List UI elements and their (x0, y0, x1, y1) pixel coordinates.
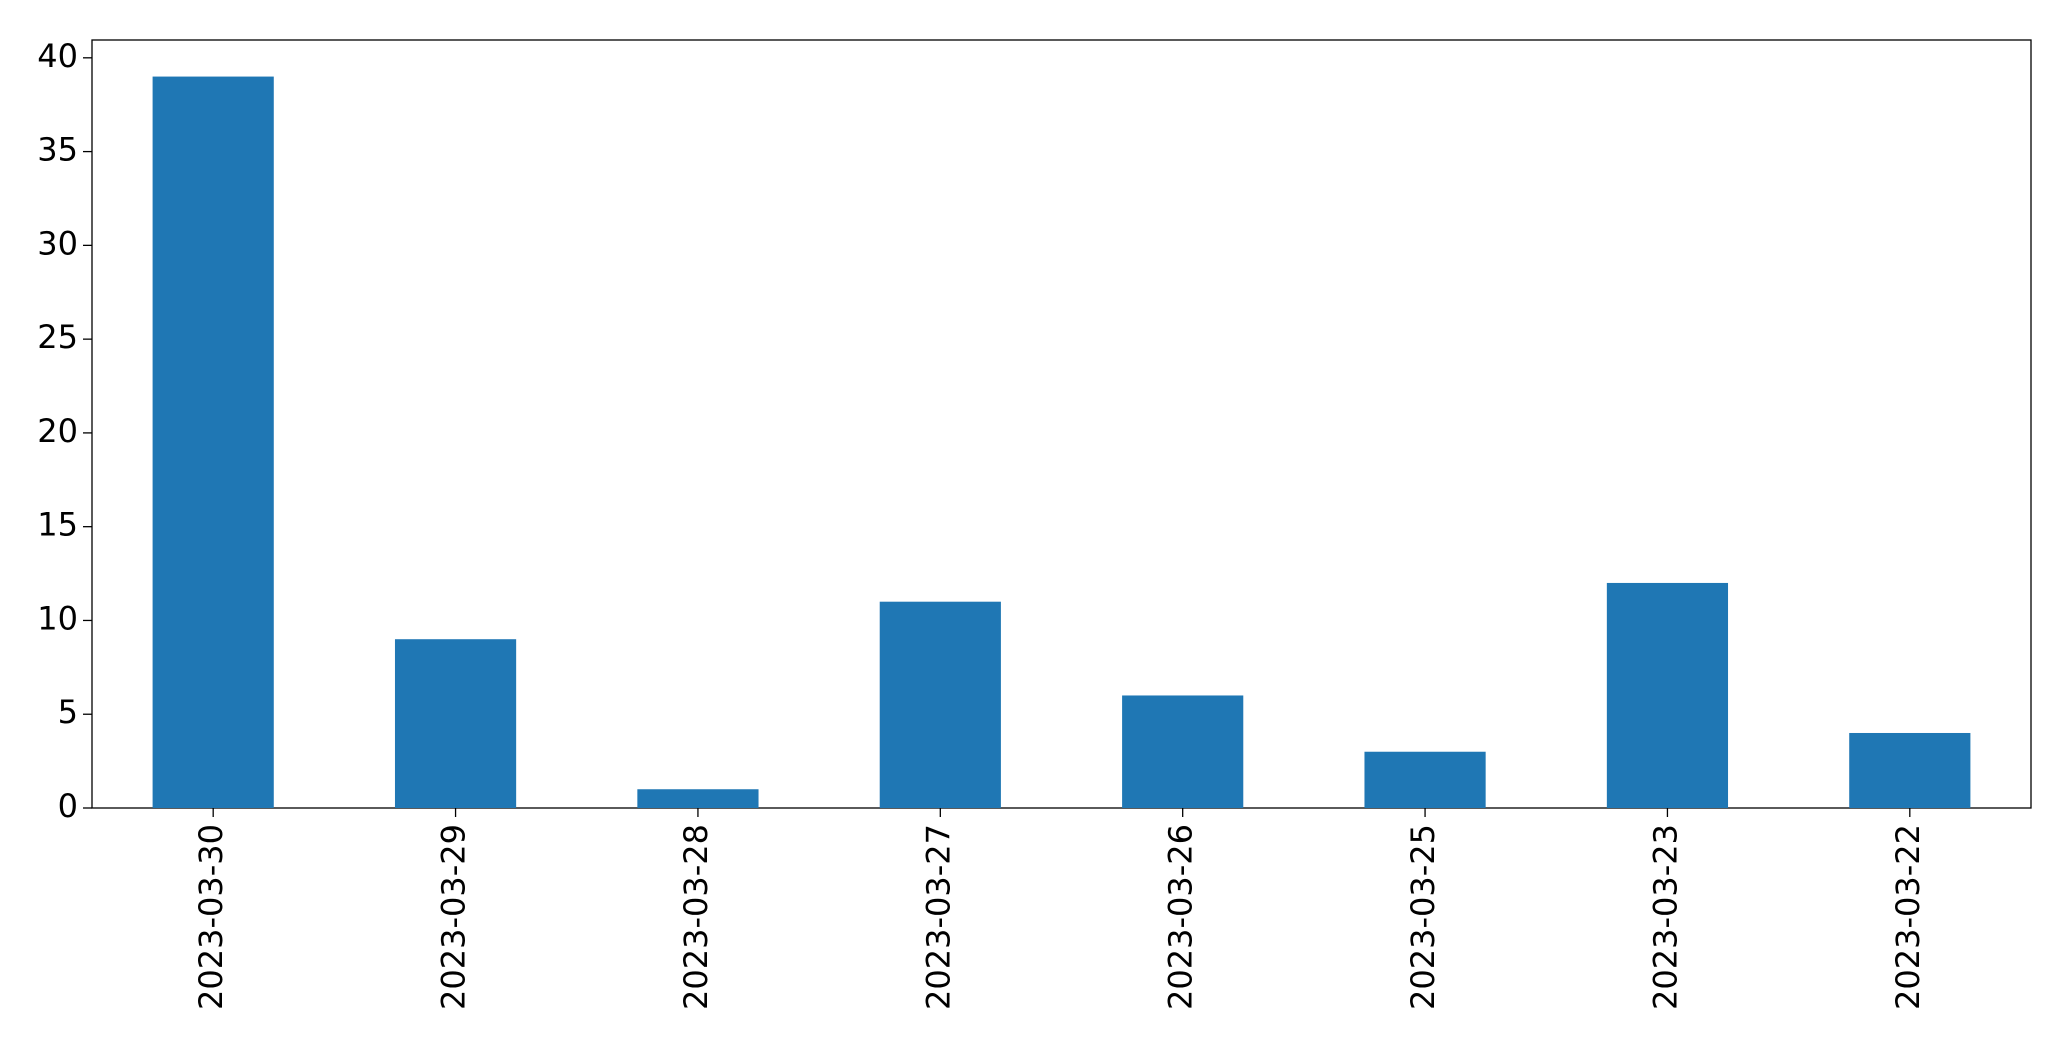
y-tick-label: 20 (37, 412, 78, 450)
y-tick-label: 30 (37, 224, 78, 262)
x-tick-label: 2023-03-29 (435, 824, 473, 1010)
y-tick-label: 25 (37, 318, 78, 356)
x-tick-label: 2023-03-22 (1889, 824, 1927, 1010)
y-tick-label: 15 (37, 506, 78, 544)
y-tick-label: 0 (58, 787, 78, 825)
x-tick-label: 2023-03-28 (677, 824, 715, 1010)
x-tick-label: 2023-03-30 (192, 824, 230, 1010)
y-tick-label: 5 (58, 693, 78, 731)
x-tick-label: 2023-03-26 (1162, 824, 1200, 1010)
y-tick-label: 40 (37, 37, 78, 75)
y-tick-label: 10 (37, 599, 78, 637)
y-tick-label: 35 (37, 131, 78, 169)
bar (1606, 582, 1729, 808)
bar (637, 789, 759, 808)
plot-frame (91, 39, 2032, 809)
bar (1849, 732, 1971, 808)
bar (1122, 695, 1244, 808)
bar (152, 76, 274, 809)
x-tick-label: 2023-03-23 (1646, 824, 1684, 1010)
x-tick-label: 2023-03-25 (1404, 824, 1442, 1010)
bar (879, 601, 1001, 808)
x-tick-label: 2023-03-27 (919, 824, 957, 1010)
bar (1364, 751, 1486, 808)
bar (394, 639, 517, 808)
